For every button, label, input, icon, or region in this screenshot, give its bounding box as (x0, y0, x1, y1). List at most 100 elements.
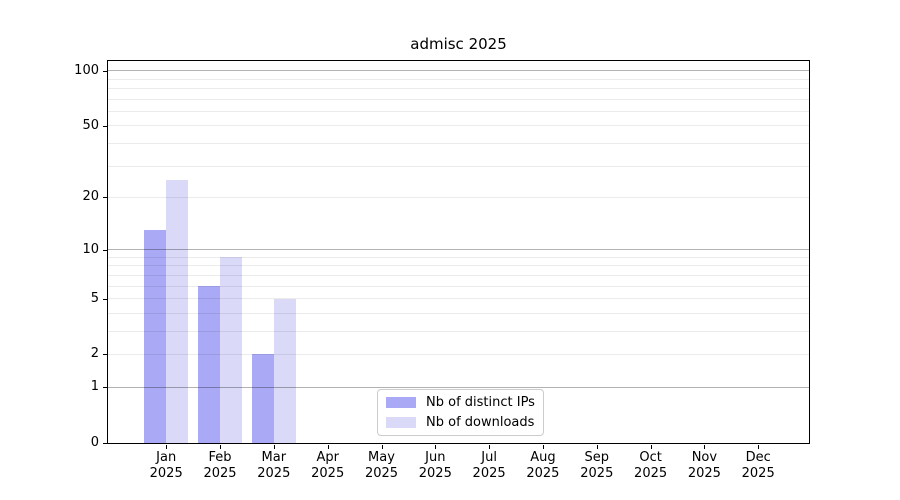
bar-downloads-jan (166, 180, 189, 443)
gridline-minor-40 (108, 143, 809, 144)
x-tick-mark-feb (220, 445, 221, 449)
x-tick-mark-mar (273, 445, 275, 449)
legend-item-distinct-ips: Nb of distinct IPs (386, 394, 535, 411)
x-tick-label-feb: Feb 2025 (193, 450, 247, 482)
x-tick-year: 2025 (203, 466, 237, 481)
x-tick-month: May (368, 450, 395, 465)
gridline-minor-50 (108, 125, 809, 127)
y-tick-label-20: 20 (82, 189, 99, 205)
gridline-major-100 (108, 70, 809, 72)
x-tick-label-oct: Oct 2025 (624, 450, 678, 482)
x-tick-label-nov: Nov 2025 (677, 450, 731, 482)
gridline-minor-8 (108, 265, 809, 267)
x-tick-month: Nov (691, 450, 718, 465)
plot-area: Nb of distinct IPs Nb of downloads (107, 60, 810, 444)
x-tick-year: 2025 (311, 466, 345, 481)
gridline-minor-5 (108, 298, 809, 299)
y-tick-label-10: 10 (82, 241, 99, 257)
gridline-minor-60 (108, 110, 809, 112)
gridline-minor-30 (108, 165, 809, 167)
x-tick-month: Oct (639, 450, 662, 465)
y-tick-mark-20 (103, 197, 107, 199)
bars-layer (108, 61, 809, 443)
y-tick-label-1: 1 (90, 379, 99, 395)
x-tick-year: 2025 (741, 466, 775, 481)
x-tick-year: 2025 (149, 466, 183, 481)
x-tick-year: 2025 (418, 466, 452, 481)
x-tick-label-may: May 2025 (355, 450, 409, 482)
legend: Nb of distinct IPs Nb of downloads (377, 389, 544, 436)
gridline-minor-9 (108, 256, 809, 258)
x-tick-mark-dec (758, 445, 760, 449)
x-tick-month: Feb (208, 450, 232, 465)
y-tick-mark-2 (103, 354, 107, 356)
gridline-minor-70 (108, 98, 809, 100)
y-tick-mark-1 (103, 387, 107, 389)
x-tick-mark-sep (596, 445, 598, 449)
x-tick-year: 2025 (257, 466, 291, 481)
legend-label-distinct-ips: Nb of distinct IPs (426, 395, 535, 410)
gridline-minor-90 (108, 78, 809, 80)
chart-title: admisc 2025 (410, 35, 507, 53)
grid-layer (108, 61, 809, 443)
y-tick-mark-50 (103, 125, 107, 127)
x-tick-month: Apr (316, 450, 339, 465)
x-tick-label-dec: Dec 2025 (731, 450, 785, 482)
gridline-minor-80 (108, 88, 809, 90)
x-tick-month: Sep (584, 450, 610, 465)
gridline-minor-4 (108, 312, 809, 314)
x-tick-year: 2025 (580, 466, 614, 481)
gridline-major-1 (108, 386, 809, 388)
x-tick-label-mar: Mar 2025 (247, 450, 301, 482)
y-tick-mark-10 (103, 249, 107, 251)
x-tick-month: Jun (425, 450, 446, 465)
gridline-major-10 (108, 249, 809, 251)
y-tick-mark-5 (103, 298, 107, 300)
gridline-minor-6 (108, 285, 809, 287)
gridline-minor-7 (108, 274, 809, 276)
x-tick-month: Jan (156, 450, 177, 465)
x-tick-year: 2025 (634, 466, 668, 481)
y-tick-label-100: 100 (74, 62, 99, 78)
x-tick-year: 2025 (526, 466, 560, 481)
y-tick-mark-100 (103, 70, 107, 72)
x-tick-year: 2025 (364, 466, 399, 481)
y-tick-mark-0 (103, 443, 107, 444)
x-tick-label-sep: Sep 2025 (570, 450, 624, 482)
x-tick-mark-jun (435, 445, 437, 449)
x-tick-month: Aug (530, 450, 556, 465)
y-tick-label-50: 50 (82, 117, 99, 133)
x-tick-mark-oct (650, 445, 652, 449)
x-tick-label-apr: Apr 2025 (301, 450, 355, 482)
x-tick-mark-apr (327, 445, 329, 449)
bar-distinct-ips-jan (144, 230, 167, 443)
bar-downloads-feb (220, 257, 243, 443)
y-tick-label-2: 2 (90, 346, 99, 362)
x-tick-label-jan: Jan 2025 (139, 450, 193, 482)
legend-label-downloads: Nb of downloads (426, 415, 535, 430)
x-tick-year: 2025 (687, 466, 721, 481)
x-tick-month: Dec (745, 450, 771, 465)
x-tick-mark-nov (704, 445, 706, 449)
x-tick-mark-jul (489, 445, 491, 449)
bar-downloads-mar (273, 298, 296, 443)
x-tick-mark-jan (166, 445, 168, 449)
gridline-minor-2 (108, 353, 809, 355)
legend-swatch-downloads (386, 417, 416, 428)
y-tick-label-5: 5 (90, 290, 99, 306)
bar-distinct-ips-feb (198, 286, 221, 443)
legend-swatch-distinct-ips (386, 397, 416, 408)
x-tick-label-jun: Jun 2025 (408, 450, 462, 482)
gridline-minor-20 (108, 196, 809, 198)
x-tick-month: Jul (481, 450, 497, 465)
gridline-minor-3 (108, 330, 809, 332)
y-tick-label-0: 0 (90, 435, 99, 450)
x-tick-month: Mar (261, 450, 287, 465)
x-tick-mark-aug (542, 445, 544, 449)
legend-item-downloads: Nb of downloads (386, 414, 535, 431)
x-tick-label-aug: Aug 2025 (516, 450, 570, 482)
x-tick-year: 2025 (472, 466, 506, 481)
bar-distinct-ips-mar (251, 354, 274, 443)
x-tick-label-jul: Jul 2025 (462, 450, 516, 482)
